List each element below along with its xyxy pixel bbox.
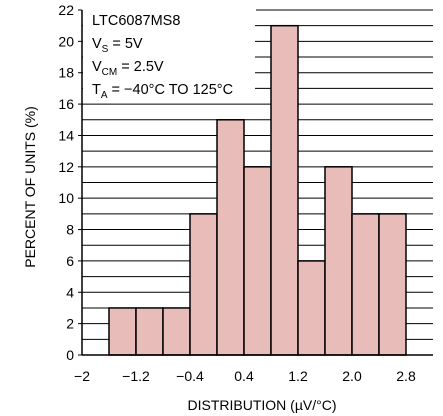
histogram-bar [324, 166, 353, 356]
y-tick-label: 0 [66, 347, 74, 363]
x-tick-label: −2 [74, 368, 90, 384]
y-tick-label: 18 [58, 65, 74, 81]
y-tick-label: 14 [58, 127, 74, 143]
annotation-background [83, 11, 255, 100]
histogram-bar [243, 166, 272, 356]
x-tick-label: 2.8 [396, 368, 416, 384]
x-tick-label: −1.2 [122, 368, 150, 384]
y-tick-label: 6 [66, 253, 74, 269]
annotation-common-mode-voltage: VCM = 2.5V [92, 59, 164, 78]
histogram-bar [189, 213, 218, 356]
x-tick-label: 0.4 [234, 368, 254, 384]
x-tick-label: 1.2 [288, 368, 308, 384]
y-axis-label: PERCENT OF UNITS (%) [22, 106, 38, 268]
y-tick-label: 16 [58, 96, 74, 112]
y-tick-label: 8 [66, 222, 74, 238]
y-tick-label: 22 [58, 2, 74, 18]
y-tick-labels: 0 2 4 6 8 10 12 14 16 18 20 22 [58, 2, 82, 363]
histogram-bar [270, 24, 299, 356]
x-tick-label: 2.0 [342, 368, 362, 384]
histogram-bar [378, 213, 407, 356]
bars [108, 24, 407, 356]
annotation-part-number: LTC6087MS8 [92, 13, 180, 29]
gridlines [82, 25, 433, 340]
histogram-bar [108, 307, 137, 356]
plot-frame [81, 9, 433, 356]
histogram-bar [351, 213, 380, 356]
histogram-bar [216, 119, 245, 356]
x-tick-labels: −2 −1.2 −0.4 0.4 1.2 2.0 2.8 [74, 368, 416, 384]
x-axis-label: DISTRIBUTION (µV/°C) [188, 397, 337, 413]
y-tick-label: 20 [58, 33, 74, 49]
histogram-bar [162, 307, 191, 356]
histogram-bar [135, 307, 164, 356]
y-tick-label: 4 [66, 284, 74, 300]
y-tick-label: 10 [58, 190, 74, 206]
y-tick-label: 2 [66, 316, 74, 332]
annotation-block: LTC6087MS8 VS = 5V VCM = 2.5V TA = −40°C… [92, 13, 233, 101]
annotation-supply-voltage: VS = 5V [92, 36, 143, 55]
histogram-bar [297, 260, 326, 356]
x-tick-label: −0.4 [176, 368, 204, 384]
annotation-temperature-range: TA = −40°C TO 125°C [92, 82, 233, 101]
y-tick-label: 12 [58, 159, 74, 175]
